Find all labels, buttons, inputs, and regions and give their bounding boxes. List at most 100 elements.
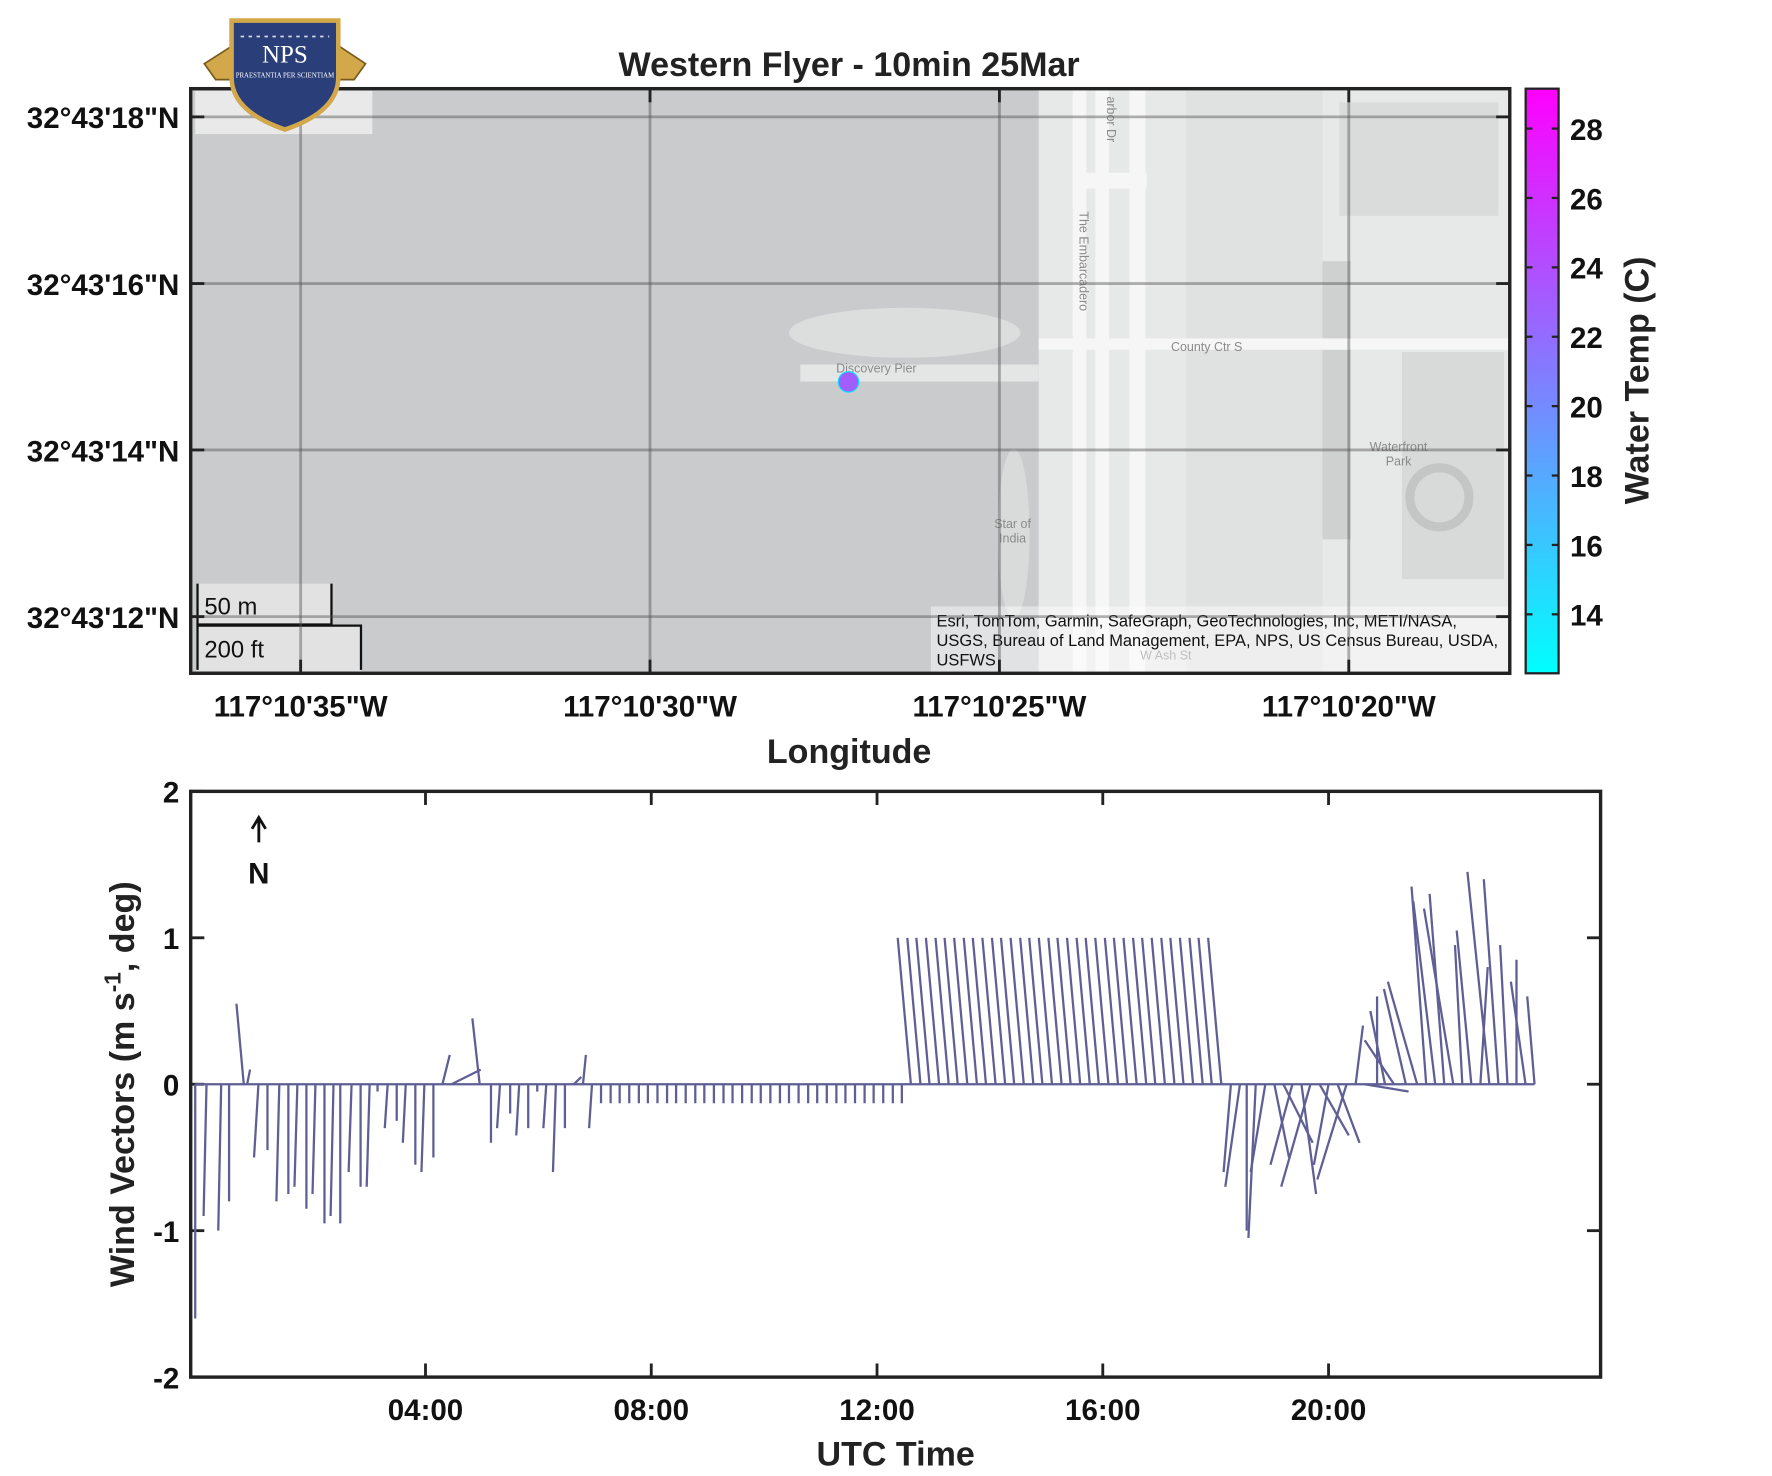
colorbar-tick-label: 20	[1570, 391, 1603, 424]
colorbar-tick-label: 18	[1570, 461, 1603, 494]
wind-stick	[252, 1084, 260, 1158]
wind-stick	[551, 1084, 558, 1173]
wind-stick	[924, 937, 941, 1085]
x-axis-label: UTC Time	[817, 1436, 975, 1474]
wind-stick	[896, 937, 913, 1085]
y-tick-label: 32°43'16"N	[27, 269, 180, 302]
logo-shield	[229, 18, 341, 132]
wind-stick	[293, 1084, 299, 1187]
wind-stick	[246, 1069, 252, 1085]
wind-stick	[1028, 937, 1044, 1085]
road	[1038, 338, 1510, 350]
scale-box	[196, 625, 361, 672]
y-tick-label: 1	[163, 923, 179, 956]
wind-stick	[365, 1084, 371, 1187]
wind-stick	[1019, 937, 1035, 1085]
wind-stick	[1412, 901, 1437, 1085]
colorbar	[1524, 87, 1560, 675]
wind-stick	[1453, 945, 1464, 1085]
wind-stick	[217, 1084, 223, 1231]
wind-stick	[311, 1084, 317, 1195]
scale-bar	[196, 583, 363, 670]
map-label: Discovery Pier	[836, 361, 916, 375]
map-label: County Ctr S	[1171, 340, 1242, 354]
x-tick-label: 12:00	[839, 1394, 914, 1427]
block	[1186, 88, 1323, 674]
wind-stick	[971, 937, 988, 1085]
wind-stick	[1369, 1010, 1387, 1085]
wind-stick	[495, 1084, 502, 1129]
colorbar-tick-label: 28	[1570, 114, 1603, 147]
wind-vectors	[190, 789, 1601, 1379]
y-tick-label: 32°43'12"N	[27, 602, 180, 635]
wind-stick	[1499, 945, 1509, 1085]
wind-stick	[587, 1084, 594, 1129]
logo: NPS PRAESTANTIA PER SCIENTIAM	[203, 18, 367, 132]
wind-stick	[383, 1084, 389, 1129]
map-frame	[189, 86, 1512, 675]
wind-stick	[906, 937, 922, 1085]
colorbar-tick-label: 14	[1570, 600, 1603, 633]
wind-stick	[1336, 1083, 1361, 1144]
wind-stick	[990, 937, 1007, 1085]
colorbar-tick-label: 24	[1570, 253, 1603, 286]
wind-stick	[1009, 937, 1025, 1085]
wind-stick	[235, 1003, 245, 1085]
chart-title: Western Flyer - 10min 25Mar	[619, 46, 1080, 84]
colorbar-label: Water Temp (C)	[1618, 257, 1656, 505]
wind-stick	[1386, 981, 1419, 1085]
wind-stick	[441, 1054, 451, 1085]
wind-stick	[275, 1084, 281, 1202]
wind-stick	[1103, 937, 1120, 1085]
wind-stick	[1455, 930, 1473, 1085]
wind-stick	[1466, 871, 1491, 1085]
wind-stick	[1224, 1084, 1242, 1187]
wind-stick	[573, 1076, 583, 1086]
scale-label: 50 m	[204, 593, 257, 620]
wind-stick	[1207, 937, 1223, 1085]
north-arrow	[250, 814, 267, 843]
wind-stick	[450, 1068, 482, 1086]
x-tick-label: 04:00	[388, 1394, 463, 1427]
wind-stick	[1047, 937, 1063, 1085]
map-label: India	[999, 532, 1026, 546]
y-tick-label: -2	[153, 1362, 179, 1395]
attribution: USFWS	[937, 651, 996, 669]
wind-stick	[1300, 1084, 1318, 1195]
map-label: Waterfront	[1370, 440, 1428, 454]
wind-stick	[1112, 937, 1129, 1085]
wind-stick	[471, 1018, 481, 1085]
map-label: Star of	[994, 517, 1031, 531]
wind-stick	[1249, 1084, 1267, 1173]
wind-stick	[420, 1084, 426, 1173]
wind-stick	[1269, 1083, 1294, 1166]
wind-stick	[1422, 908, 1455, 1085]
y-tick-label: 32°43'14"N	[27, 435, 180, 468]
wind-stick	[401, 1084, 407, 1143]
wind-stick	[1222, 1084, 1233, 1173]
x-tick-label: 20:00	[1291, 1394, 1366, 1427]
wind-stick	[347, 1084, 353, 1173]
wind-stick	[1084, 937, 1100, 1085]
colorbar-tick-label: 16	[1570, 530, 1603, 563]
wind-stick	[1150, 937, 1167, 1085]
scale-label: 200 ft	[204, 636, 264, 663]
wind-stick	[981, 937, 997, 1085]
y-tick-label: -1	[153, 1216, 179, 1249]
map-label: The Embarcadero	[1077, 211, 1091, 311]
y-label-sup: -1	[99, 972, 125, 992]
wind-stick	[1363, 1039, 1395, 1085]
wind-stick	[1140, 937, 1157, 1085]
wind-stick	[329, 1084, 335, 1217]
x-tick-label: 117°10'25"W	[912, 690, 1086, 723]
wind-stick	[1197, 937, 1213, 1085]
wind-stick	[1075, 937, 1091, 1085]
wind-stick	[943, 937, 959, 1085]
colorbar-tick-label: 26	[1570, 183, 1603, 216]
logo-text: NPS	[262, 42, 308, 69]
park-path	[1405, 463, 1474, 532]
x-tick-label: 16:00	[1065, 1394, 1140, 1427]
map-label: W Ash St	[1140, 649, 1192, 663]
